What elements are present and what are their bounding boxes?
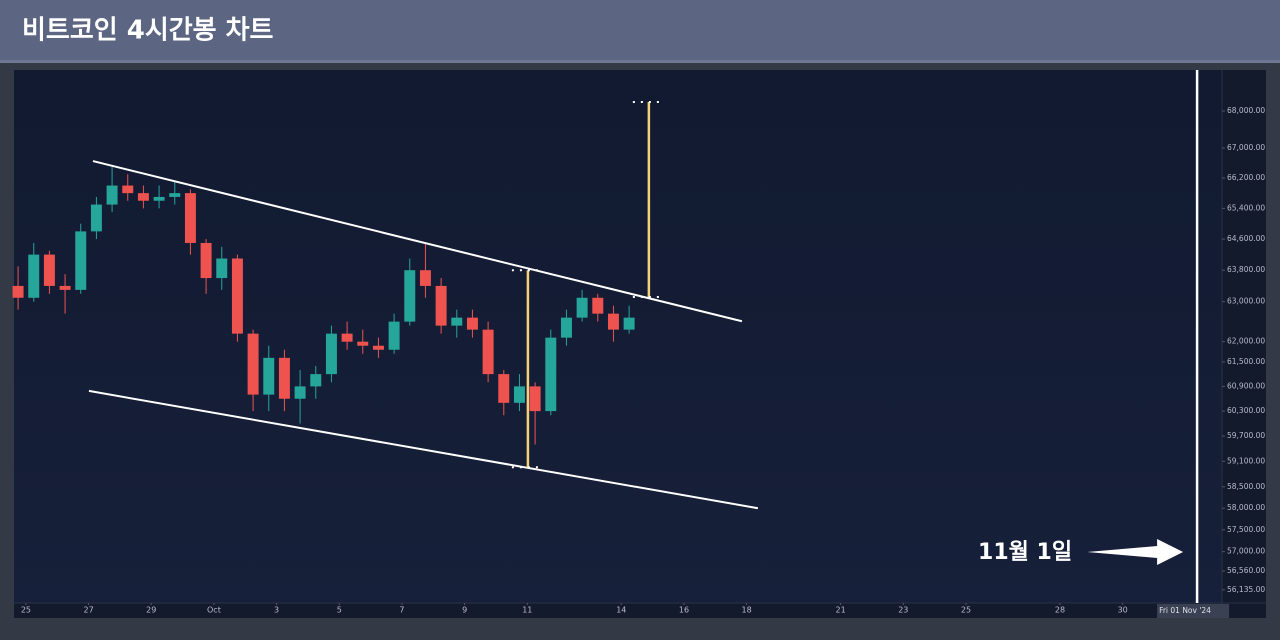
candle-body <box>247 333 259 395</box>
y-tick-label: 66,200.00 <box>1227 173 1265 182</box>
candle-body <box>75 231 87 290</box>
y-tick-label: 59,700.00 <box>1227 431 1265 440</box>
candle-body <box>310 374 322 387</box>
candle-body <box>137 193 149 201</box>
y-tick-label: 56,560.00 <box>1227 566 1265 575</box>
candle-body <box>43 254 55 286</box>
candle-body <box>341 333 353 342</box>
y-tick-label: 60,900.00 <box>1227 381 1265 390</box>
y-tick-label: 60,300.00 <box>1227 406 1265 415</box>
x-tick-label: 28 <box>1055 606 1065 615</box>
candle-body <box>90 204 102 232</box>
candle-body <box>278 357 290 399</box>
y-tick-label: 63,800.00 <box>1227 265 1265 274</box>
y-tick-label: 57,000.00 <box>1227 547 1265 556</box>
y-tick-label: 68,000.00 <box>1227 106 1265 115</box>
plot-area <box>14 70 1266 618</box>
y-tick-label: 62,000.00 <box>1227 337 1265 346</box>
x-tick-label: 21 <box>836 606 846 615</box>
candle-body <box>592 297 604 314</box>
candle-body <box>200 242 212 279</box>
candle-body <box>607 313 619 330</box>
candle-body <box>623 317 635 330</box>
y-tick-label: 63,000.00 <box>1227 297 1265 306</box>
candle-body <box>325 333 337 375</box>
x-tick-label: 27 <box>83 606 93 615</box>
x-tick-label: 16 <box>679 606 689 615</box>
candle-body <box>466 317 478 330</box>
y-tick-label: 65,400.00 <box>1227 203 1265 212</box>
x-tick-label: 7 <box>399 606 404 615</box>
arrow <box>1087 539 1184 565</box>
candle-body <box>357 341 369 346</box>
candle-body <box>12 285 24 298</box>
y-tick-label: 57,500.00 <box>1227 525 1265 534</box>
candle-body <box>153 196 165 201</box>
candle-body <box>372 345 384 350</box>
candle-body <box>529 386 541 412</box>
candle-body <box>404 270 416 322</box>
candle-body <box>576 297 588 318</box>
crosshair-label-box <box>1157 604 1230 618</box>
y-tick-label: 58,000.00 <box>1227 503 1265 512</box>
x-tick-label: 9 <box>462 606 467 615</box>
trendline <box>92 160 743 323</box>
candle-body <box>231 258 243 334</box>
y-tick-label: 58,500.00 <box>1227 482 1265 491</box>
candle-body <box>388 321 400 350</box>
x-tick-label: 14 <box>616 606 626 615</box>
header <box>0 0 1280 62</box>
candle-body <box>59 285 71 290</box>
x-tick-label: 30 <box>1118 606 1128 615</box>
y-tick-label: 59,100.00 <box>1227 456 1265 465</box>
x-axis-panel <box>14 603 1266 618</box>
chart-title: 비트코인 4시간봉 차트 <box>22 16 274 46</box>
y-axis-panel <box>1222 70 1266 603</box>
crosshair-label: Fri 01 Nov '24 <box>1159 606 1211 615</box>
candle-body <box>451 317 463 326</box>
candle-body <box>294 386 306 399</box>
annotation: 11월 1일 <box>978 540 1072 565</box>
y-tick-label: 64,600.00 <box>1227 234 1265 243</box>
candle-body <box>169 193 181 197</box>
x-tick-label: 25 <box>21 606 31 615</box>
candle-body <box>545 337 557 412</box>
x-tick-label: 25 <box>961 606 971 615</box>
candle-body <box>263 357 275 395</box>
candle-body <box>498 374 510 403</box>
y-tick-label: 67,000.00 <box>1227 143 1265 152</box>
x-tick-label: Oct <box>207 606 221 615</box>
candle-body <box>184 193 196 243</box>
trendline <box>88 389 759 510</box>
x-tick-label: 11 <box>522 606 532 615</box>
candle-body <box>435 285 447 326</box>
y-tick-label: 56,135.00 <box>1227 585 1265 594</box>
candle-body <box>482 329 494 375</box>
x-tick-label: 23 <box>898 606 908 615</box>
x-tick-label: 3 <box>274 606 279 615</box>
candle-body <box>28 254 40 298</box>
candle-body <box>513 386 525 403</box>
candle-body <box>122 185 134 194</box>
y-tick-label: 61,500.00 <box>1227 357 1265 366</box>
x-tick-label: 29 <box>146 606 156 615</box>
candle-body <box>560 317 572 338</box>
x-tick-label: 18 <box>742 606 752 615</box>
candle-body <box>106 185 118 205</box>
candle-body <box>419 270 431 286</box>
x-tick-label: 5 <box>337 606 342 615</box>
header-edge <box>0 60 1280 63</box>
candle-body <box>216 258 228 279</box>
